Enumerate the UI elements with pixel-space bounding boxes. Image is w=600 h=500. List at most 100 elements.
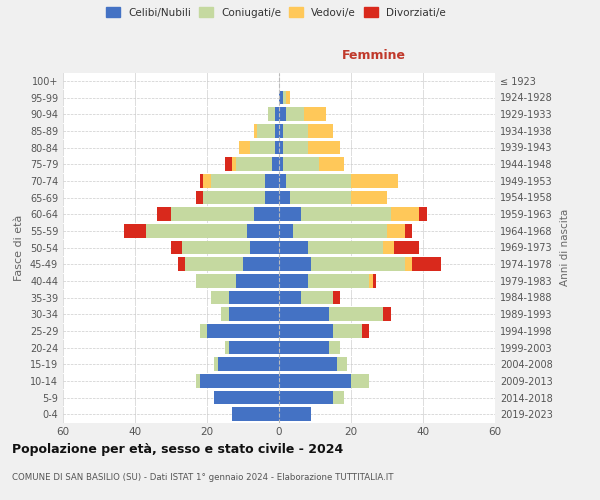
Bar bbox=[394, 240, 419, 254]
Text: Popolazione per età, sesso e stato civile - 2024: Popolazione per età, sesso e stato civil… bbox=[12, 442, 343, 456]
Bar bbox=[293, 224, 387, 237]
Bar bbox=[221, 308, 229, 321]
Bar bbox=[279, 224, 293, 237]
Bar bbox=[185, 258, 243, 271]
Bar bbox=[351, 190, 387, 204]
Bar bbox=[286, 174, 351, 188]
Bar bbox=[279, 208, 301, 221]
Bar bbox=[387, 224, 405, 237]
Bar bbox=[254, 124, 257, 138]
Bar bbox=[329, 308, 383, 321]
Bar bbox=[333, 390, 344, 404]
Bar bbox=[157, 208, 171, 221]
Bar bbox=[319, 158, 344, 171]
Bar bbox=[383, 308, 391, 321]
Bar bbox=[196, 374, 200, 388]
Bar bbox=[257, 124, 275, 138]
Bar bbox=[373, 274, 376, 287]
Y-axis label: Anni di nascita: Anni di nascita bbox=[560, 209, 569, 286]
Bar bbox=[279, 274, 308, 287]
Bar bbox=[308, 240, 383, 254]
Bar bbox=[182, 240, 250, 254]
Bar bbox=[225, 158, 232, 171]
Bar bbox=[279, 240, 308, 254]
Bar bbox=[236, 274, 279, 287]
Bar bbox=[279, 290, 301, 304]
Bar bbox=[279, 374, 351, 388]
Bar bbox=[308, 140, 340, 154]
Bar bbox=[279, 390, 333, 404]
Bar bbox=[229, 290, 279, 304]
Bar bbox=[279, 174, 286, 188]
Bar bbox=[329, 340, 340, 354]
Bar bbox=[200, 374, 279, 388]
Bar bbox=[351, 174, 398, 188]
Bar bbox=[247, 224, 279, 237]
Bar bbox=[196, 274, 236, 287]
Bar bbox=[275, 108, 279, 121]
Bar bbox=[203, 190, 265, 204]
Bar bbox=[250, 240, 279, 254]
Bar bbox=[279, 108, 286, 121]
Bar bbox=[301, 208, 391, 221]
Bar bbox=[232, 408, 279, 421]
Bar bbox=[250, 140, 275, 154]
Bar bbox=[275, 124, 279, 138]
Bar bbox=[308, 274, 369, 287]
Bar bbox=[333, 324, 362, 338]
Bar bbox=[283, 90, 286, 104]
Bar bbox=[272, 158, 279, 171]
Bar bbox=[290, 190, 351, 204]
Bar bbox=[405, 224, 412, 237]
Bar bbox=[279, 340, 329, 354]
Bar bbox=[286, 108, 304, 121]
Bar bbox=[207, 324, 279, 338]
Bar bbox=[419, 208, 427, 221]
Bar bbox=[171, 208, 254, 221]
Bar bbox=[268, 108, 275, 121]
Bar bbox=[232, 158, 236, 171]
Bar bbox=[214, 358, 218, 371]
Bar bbox=[225, 340, 229, 354]
Text: Femmine: Femmine bbox=[342, 49, 406, 62]
Bar bbox=[203, 174, 211, 188]
Bar bbox=[351, 374, 369, 388]
Bar bbox=[279, 408, 311, 421]
Bar bbox=[405, 258, 412, 271]
Bar bbox=[239, 140, 250, 154]
Bar bbox=[383, 240, 394, 254]
Bar bbox=[301, 290, 333, 304]
Legend: Celibi/Nubili, Coniugati/e, Vedovi/e, Divorziati/e: Celibi/Nubili, Coniugati/e, Vedovi/e, Di… bbox=[104, 5, 448, 20]
Bar bbox=[279, 308, 329, 321]
Bar bbox=[369, 274, 373, 287]
Bar bbox=[200, 174, 203, 188]
Y-axis label: Fasce di età: Fasce di età bbox=[14, 214, 24, 280]
Bar bbox=[279, 158, 283, 171]
Bar bbox=[200, 324, 207, 338]
Bar bbox=[279, 324, 333, 338]
Bar bbox=[146, 224, 247, 237]
Bar bbox=[279, 258, 311, 271]
Bar bbox=[214, 390, 279, 404]
Bar bbox=[279, 124, 283, 138]
Bar bbox=[171, 240, 182, 254]
Bar bbox=[211, 290, 229, 304]
Bar bbox=[265, 174, 279, 188]
Bar bbox=[211, 174, 265, 188]
Bar bbox=[391, 208, 419, 221]
Bar bbox=[275, 140, 279, 154]
Bar bbox=[265, 190, 279, 204]
Bar bbox=[283, 124, 308, 138]
Bar bbox=[196, 190, 203, 204]
Bar bbox=[333, 290, 340, 304]
Bar bbox=[279, 90, 283, 104]
Bar bbox=[279, 140, 283, 154]
Bar bbox=[304, 108, 326, 121]
Bar bbox=[243, 258, 279, 271]
Bar bbox=[308, 124, 333, 138]
Bar bbox=[178, 258, 185, 271]
Bar bbox=[229, 340, 279, 354]
Bar bbox=[236, 158, 272, 171]
Bar bbox=[412, 258, 441, 271]
Bar bbox=[124, 224, 146, 237]
